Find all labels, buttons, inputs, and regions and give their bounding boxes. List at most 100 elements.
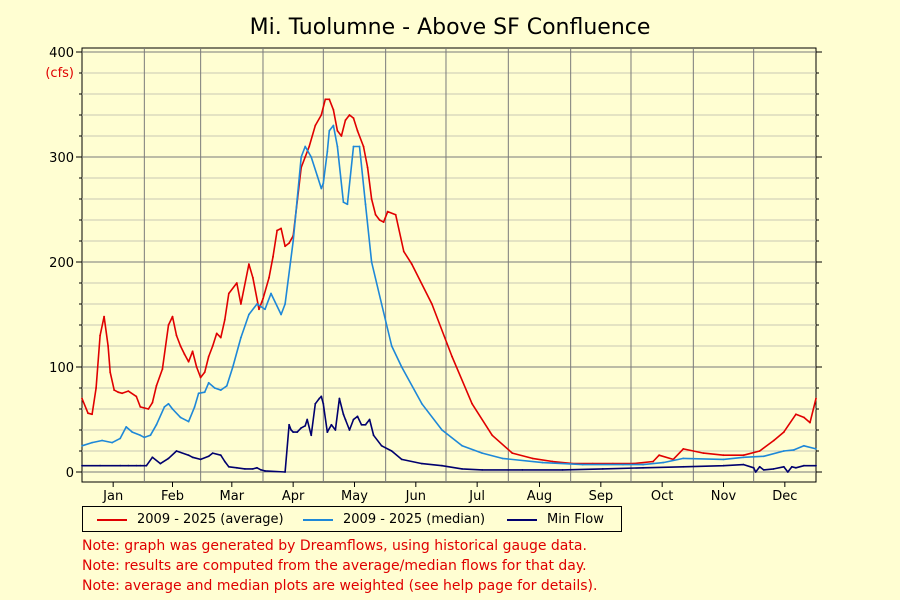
data-point (410, 263, 413, 265)
data-point (167, 402, 170, 405)
data-point (284, 471, 287, 473)
data-point (682, 448, 685, 450)
data-point (722, 464, 725, 467)
data-point (322, 182, 325, 185)
data-point (235, 282, 238, 284)
x-tick-label: Jul (468, 489, 485, 504)
data-point (139, 406, 142, 408)
data-point (111, 441, 114, 444)
data-point (652, 460, 655, 463)
data-point (501, 457, 504, 460)
y-tick-label: 300 (49, 151, 74, 166)
series-line-1 (81, 124, 817, 466)
data-point (179, 416, 182, 419)
data-point (127, 464, 130, 467)
data-point (338, 397, 341, 400)
data-point (642, 466, 644, 469)
data-point (352, 145, 355, 148)
data-point (248, 263, 250, 265)
y-axis-unit: (cfs) (45, 66, 74, 81)
data-point (207, 455, 210, 458)
data-point (541, 461, 544, 464)
plot-frame (81, 47, 817, 483)
data-point (316, 175, 319, 177)
data-point (211, 452, 214, 454)
legend-swatch-median (303, 518, 333, 521)
data-point (276, 229, 278, 232)
data-point (803, 464, 805, 467)
data-point (304, 145, 307, 148)
data-point (328, 129, 331, 132)
legend-swatch-min-flow (507, 518, 537, 521)
data-point (782, 465, 785, 468)
data-point (280, 313, 282, 316)
data-point (243, 467, 246, 470)
data-point (451, 355, 453, 358)
data-point (581, 463, 584, 466)
data-point (370, 261, 373, 263)
data-point (131, 431, 134, 433)
data-point (135, 464, 138, 467)
data-point (119, 464, 122, 467)
data-point (304, 156, 307, 158)
data-point (167, 457, 170, 460)
data-point (336, 145, 339, 148)
data-point (762, 469, 765, 471)
data-point (348, 429, 351, 431)
data-point (344, 418, 347, 421)
data-point (292, 431, 295, 433)
data-point (296, 431, 299, 433)
data-point (386, 210, 389, 213)
x-tick-label: Apr (282, 489, 305, 504)
data-point (790, 465, 793, 468)
data-point (219, 389, 222, 391)
data-point (642, 463, 644, 466)
x-tick-label: May (341, 489, 368, 504)
data-point (400, 458, 403, 461)
data-point (803, 444, 805, 447)
data-point (290, 429, 293, 431)
data-point (314, 402, 317, 405)
data-point (103, 315, 106, 318)
data-point (306, 418, 309, 421)
data-point (284, 245, 287, 248)
data-point (420, 402, 423, 405)
data-point (815, 464, 817, 467)
data-point (151, 401, 154, 404)
data-point (792, 449, 795, 451)
data-point (175, 450, 178, 452)
data-point (268, 276, 270, 279)
data-point (320, 114, 323, 116)
data-point (95, 387, 97, 389)
data-point (754, 471, 757, 473)
data-point (382, 221, 385, 224)
data-point (139, 464, 142, 467)
data-point (762, 455, 765, 458)
series-line-2 (82, 395, 816, 473)
data-point (471, 402, 474, 405)
data-point (191, 456, 194, 459)
x-tick-label: Feb (161, 489, 184, 504)
x-tick-label: Sep (589, 489, 614, 504)
data-point (491, 434, 494, 437)
data-point (366, 166, 369, 169)
data-point (342, 201, 345, 204)
data-point (147, 408, 150, 410)
data-point (356, 415, 359, 418)
data-point (326, 150, 329, 153)
data-point (772, 467, 775, 470)
data-point (511, 452, 514, 454)
data-point (561, 469, 564, 471)
data-point (394, 213, 397, 216)
data-point (815, 448, 817, 450)
data-point (402, 250, 405, 253)
data-point (340, 135, 343, 137)
y-tick-label: 0 (66, 466, 74, 481)
y-tick-label: 100 (49, 361, 74, 376)
data-point (296, 198, 299, 200)
data-point (125, 425, 128, 428)
data-point (772, 439, 775, 442)
data-point (199, 458, 202, 461)
data-point (308, 145, 311, 148)
data-point (87, 412, 89, 415)
